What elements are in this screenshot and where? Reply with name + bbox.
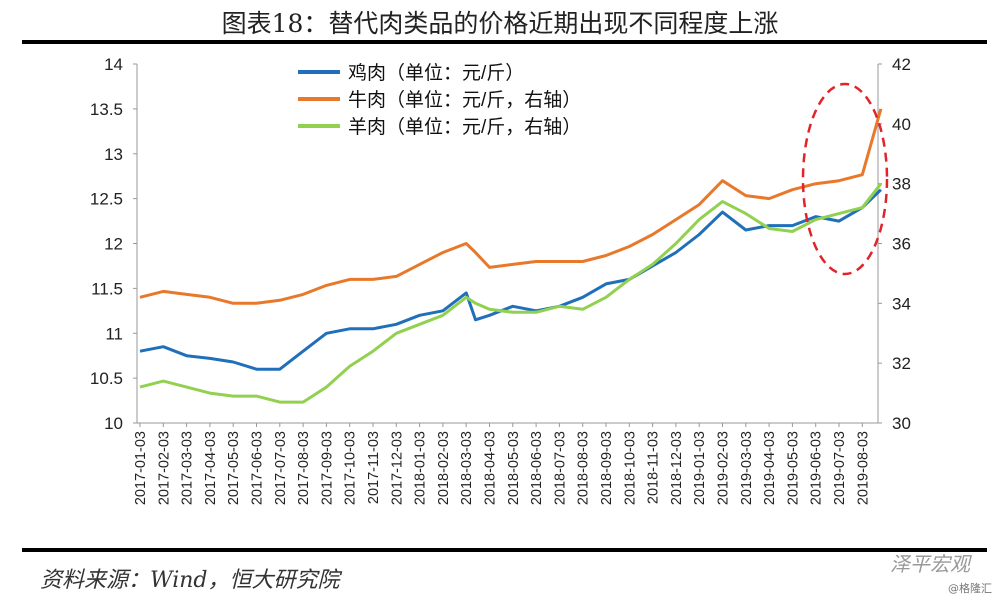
x-tick-label: 2018-11-03: [646, 431, 662, 504]
x-tick-label: 2019-05-03: [785, 431, 801, 505]
x-tick-label: 2019-07-03: [832, 431, 848, 505]
x-tick-label: 2018-06-03: [529, 431, 545, 505]
chart: 10 10.5 11 11.5 12 12.5 13 13.5 14 30 32 34 36 38 40 42…: [90, 55, 911, 505]
x-tick-label: 2017-12-03: [389, 431, 405, 505]
x-tick-label: 2019-06-03: [809, 431, 825, 505]
x-tick-label: 2018-04-03: [483, 431, 499, 505]
watermark-2: @格隆汇: [948, 582, 992, 595]
x-tick-label: 2019-04-03: [762, 431, 778, 505]
chart-title: 图表18：替代肉类品的价格近期出现不同程度上涨: [221, 9, 779, 38]
left-tick-label: 11: [105, 324, 123, 343]
left-tick-label: 11.5: [91, 279, 123, 298]
x-tick-label: 2019-03-03: [739, 431, 755, 505]
right-tick-label: 40: [892, 115, 911, 134]
right-tick-label: 32: [892, 354, 911, 373]
left-tick-label: 10: [104, 414, 123, 433]
x-tick-label: 2018-07-03: [552, 431, 568, 505]
top-rule: [22, 40, 987, 44]
source-note: 资料来源：Wind，恒大研究院: [40, 568, 340, 593]
left-tick-label: 13.5: [90, 100, 123, 119]
x-tick-label: 2018-02-03: [436, 431, 452, 505]
bottom-rule: [22, 548, 987, 552]
x-tick-label: 2017-03-03: [180, 431, 196, 505]
x-tick-label: 2017-02-03: [156, 431, 172, 505]
legend-label-0: 鸡肉（单位：元/斤）: [348, 62, 524, 84]
series-line-0: [139, 188, 882, 371]
left-tick-label: 12.5: [90, 190, 123, 209]
x-tick-label: 2017-05-03: [226, 431, 242, 505]
x-tick-label: 2019-08-03: [855, 431, 871, 505]
left-tick-label: 10.5: [90, 369, 123, 388]
left-tick-label: 13: [104, 145, 123, 164]
x-tick-label: 2019-01-03: [692, 431, 708, 505]
x-tick-label: 2017-07-03: [273, 431, 289, 505]
legend-label-1: 牛肉（单位：元/斤，右轴）: [348, 89, 581, 111]
right-tick-label: 36: [892, 235, 911, 254]
x-tick-label: 2018-12-03: [669, 431, 685, 505]
x-tick-label: 2018-01-03: [413, 431, 429, 505]
right-tick-label: 38: [892, 175, 911, 194]
x-tick-label: 2017-08-03: [296, 431, 312, 505]
x-tick-label: 2017-04-03: [203, 431, 219, 505]
x-tick-label: 2017-11-03: [366, 431, 382, 504]
x-tick-label: 2018-03-03: [459, 431, 475, 505]
right-tick-label: 42: [892, 55, 911, 74]
series-line-1: [139, 108, 883, 305]
x-tick-label: 2017-10-03: [343, 431, 359, 505]
x-tick-label: 2018-08-03: [576, 431, 592, 505]
right-tick-label: 34: [892, 294, 911, 313]
series-line-2: [139, 182, 883, 404]
left-tick-label: 12: [104, 235, 123, 254]
x-tick-label: 2018-10-03: [622, 431, 638, 505]
x-tick-label: 2017-09-03: [319, 431, 335, 505]
highlight-ellipse: [801, 82, 889, 276]
right-tick-label: 30: [892, 414, 911, 433]
x-tick-label: 2017-01-03: [133, 431, 149, 505]
legend-label-2: 羊肉（单位：元/斤，右轴）: [348, 116, 581, 138]
left-tick-label: 14: [104, 55, 123, 74]
watermark: 泽平宏观: [890, 552, 970, 576]
x-tick-label: 2018-09-03: [599, 431, 615, 505]
x-tick-label: 2017-06-03: [250, 431, 266, 505]
x-tick-label: 2019-02-03: [716, 431, 732, 505]
x-tick-label: 2018-05-03: [506, 431, 522, 505]
